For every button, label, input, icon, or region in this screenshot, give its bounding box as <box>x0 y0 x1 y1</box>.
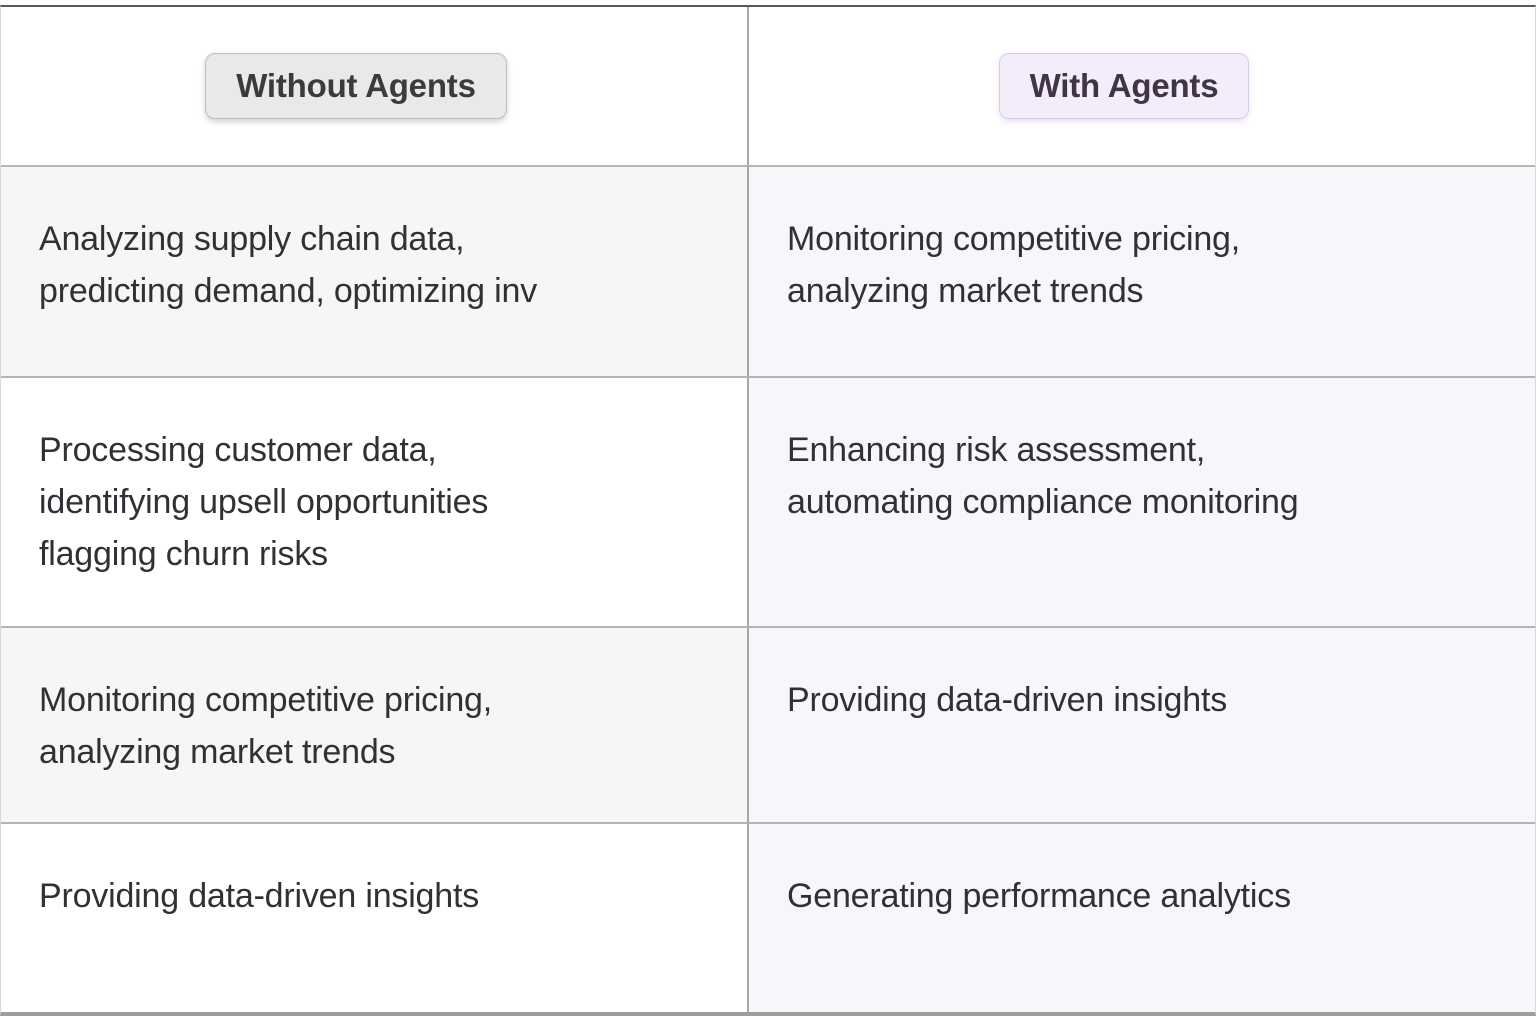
table-cell-with-row-4: Generating performance analytics <box>749 822 1535 1012</box>
with-agents-badge: With Agents <box>998 53 1250 119</box>
table-cell-without-row-3: Monitoring competitive pricing, analyzin… <box>1 626 749 822</box>
comparison-table: Without Agents With Agents Analyzing sup… <box>0 5 1536 1016</box>
without-agents-badge: Without Agents <box>205 53 507 119</box>
table-cell-with-row-2: Enhancing risk assessment, automating co… <box>749 376 1535 626</box>
table-cell-without-row-1: Analyzing supply chain data, predicting … <box>1 165 749 376</box>
table-cell-with-row-3: Providing data-driven insights <box>749 626 1535 822</box>
table-cell-without-row-4: Providing data-driven insights <box>1 822 749 1012</box>
header-cell-with: With Agents <box>749 7 1535 165</box>
header-cell-without: Without Agents <box>1 7 749 165</box>
table-cell-with-row-1: Monitoring competitive pricing, analyzin… <box>749 165 1535 376</box>
table-cell-without-row-2: Processing customer data, identifying up… <box>1 376 749 626</box>
